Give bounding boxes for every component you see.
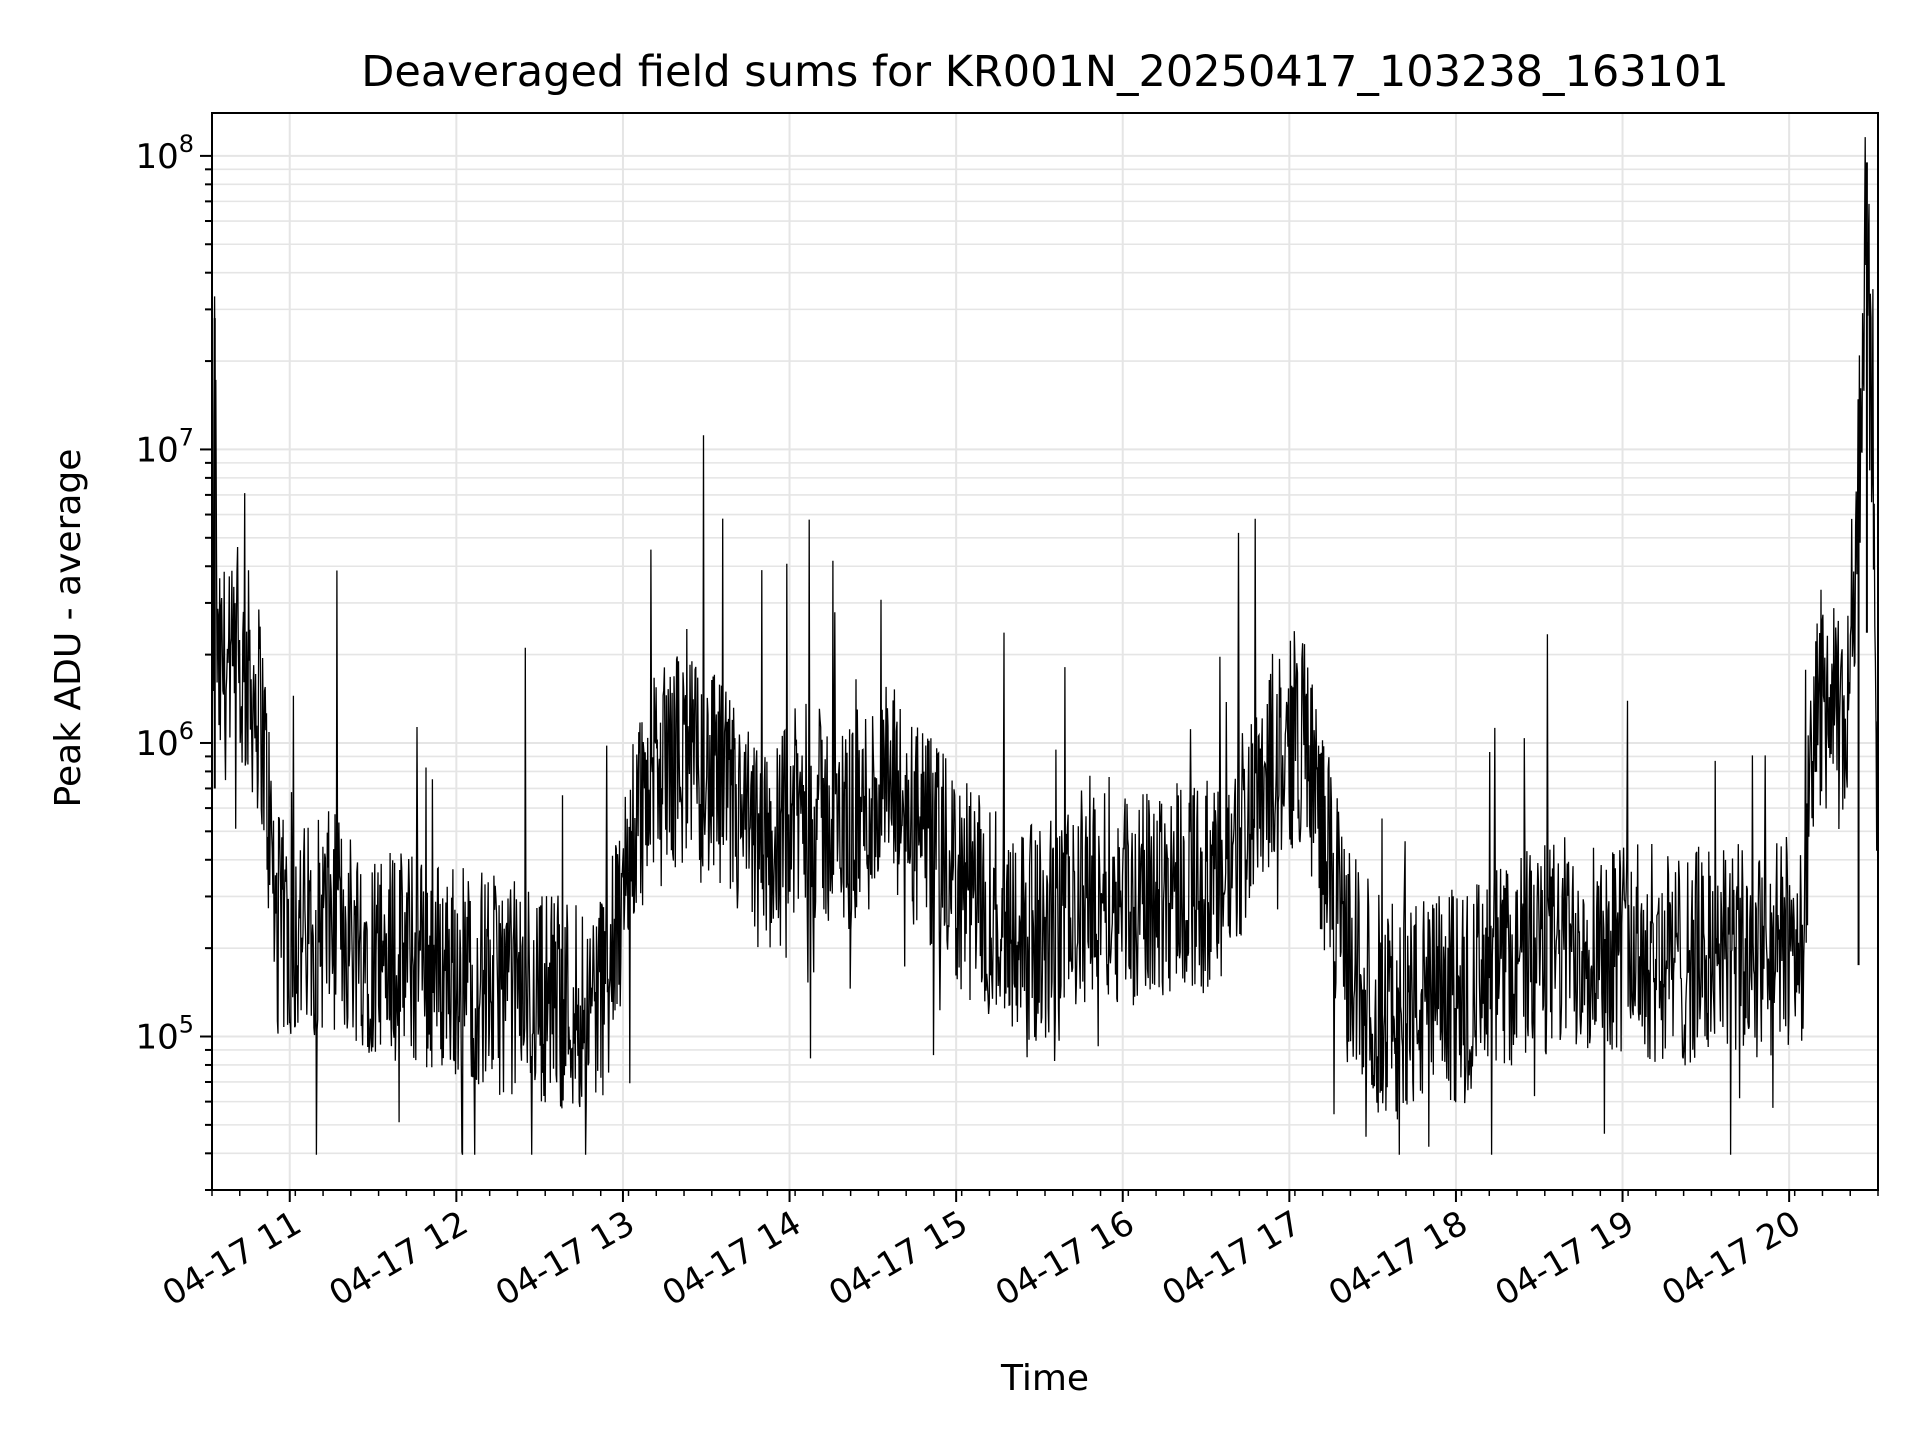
y-tick-exponent: 5 bbox=[179, 1011, 194, 1039]
x-axis-label: Time bbox=[1000, 1358, 1089, 1399]
y-tick-exponent: 7 bbox=[179, 423, 194, 451]
y-tick-label: 107 bbox=[135, 423, 194, 470]
y-tick-exponent: 6 bbox=[179, 717, 194, 745]
series-line bbox=[211, 137, 1879, 1155]
y-tick-base: 10 bbox=[135, 430, 178, 470]
y-axis-label: Peak ADU - average bbox=[48, 449, 89, 808]
y-tick-label: 106 bbox=[135, 717, 194, 764]
y-tick-exponent: 8 bbox=[179, 130, 194, 158]
y-tick-base: 10 bbox=[135, 137, 178, 177]
chart-title: Deaveraged field sums for KR001N_2025041… bbox=[361, 47, 1728, 97]
y-tick-base: 10 bbox=[135, 724, 178, 764]
y-tick-base: 10 bbox=[135, 1018, 178, 1058]
y-tick-label: 108 bbox=[135, 130, 194, 177]
y-tick-label: 105 bbox=[135, 1011, 194, 1058]
data-trace bbox=[211, 137, 1879, 1155]
